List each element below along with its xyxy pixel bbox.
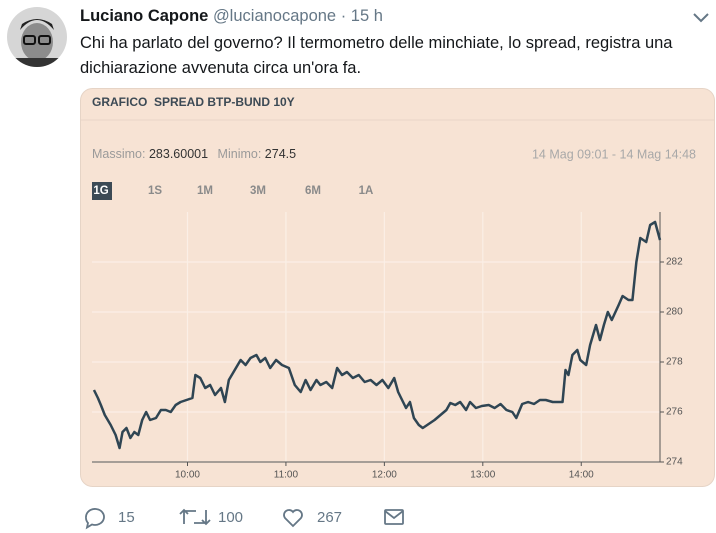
min-value: 274.5 — [265, 147, 296, 161]
like-icon[interactable] — [283, 509, 303, 528]
plot: 274 276 278 280 282 10:00 11:00 12:00 13:00 14:00 — [92, 212, 683, 481]
avatar[interactable] — [7, 7, 67, 70]
date-range: 14 Mag 09:01 - 14 Mag 14:48 — [532, 147, 696, 161]
y-tick-label: 278 — [666, 357, 683, 368]
stats: Massimo: 283.60001 Minimo: 274.5 — [92, 147, 296, 161]
menu-caret[interactable] — [693, 13, 709, 23]
actions: 15 100 267 — [85, 508, 404, 530]
x-tick-label: 12:00 — [372, 470, 397, 481]
period-tabs: 1G 1S 1M 3M 6M 1A — [92, 182, 373, 200]
period-selected — [92, 182, 112, 200]
time[interactable]: 15 h — [351, 7, 383, 25]
max-label: Massimo: — [92, 147, 145, 161]
y-tick-label: 276 — [666, 407, 683, 418]
tweet-text: Chi ha parlato del governo? Il termometr… — [80, 34, 673, 77]
reply-icon[interactable] — [85, 508, 105, 530]
period-tab[interactable]: 6M — [305, 185, 321, 197]
card[interactable] — [80, 88, 715, 487]
period-tab[interactable]: 1S — [148, 185, 162, 197]
separator: · — [341, 7, 347, 25]
period-tab[interactable]: 1A — [359, 185, 374, 197]
max-value: 283.60001 — [149, 147, 208, 161]
message-icon[interactable] — [384, 509, 404, 525]
y-tick-label: 282 — [666, 257, 683, 268]
handle[interactable]: @lucianocapone — [213, 7, 336, 25]
like-count: 267 — [317, 509, 342, 526]
x-tick-label: 13:00 — [470, 470, 495, 481]
min-label: Minimo: — [218, 147, 262, 161]
author-name[interactable]: Luciano Capone — [80, 7, 208, 25]
period-tab[interactable]: 1G — [93, 185, 108, 197]
x-tick-label: 10:00 — [175, 470, 200, 481]
y-tick-label: 274 — [666, 457, 683, 468]
spread-line — [92, 220, 662, 450]
y-tick-label: 280 — [666, 307, 683, 318]
x-tick-label: 11:00 — [274, 470, 299, 481]
x-tick-label: 14:00 — [569, 470, 594, 481]
period-tab[interactable]: 3M — [250, 185, 266, 197]
reply-count: 15 — [118, 509, 135, 526]
retweet-icon[interactable] — [179, 508, 211, 526]
period-tab[interactable]: 1M — [197, 185, 213, 197]
chart-title: GRAFICO SPREAD BTP-BUND 10Y — [92, 95, 295, 109]
tweet-header: Luciano Capone @lucianocapone · 15 h — [80, 7, 383, 25]
retweet-count: 100 — [218, 509, 243, 526]
